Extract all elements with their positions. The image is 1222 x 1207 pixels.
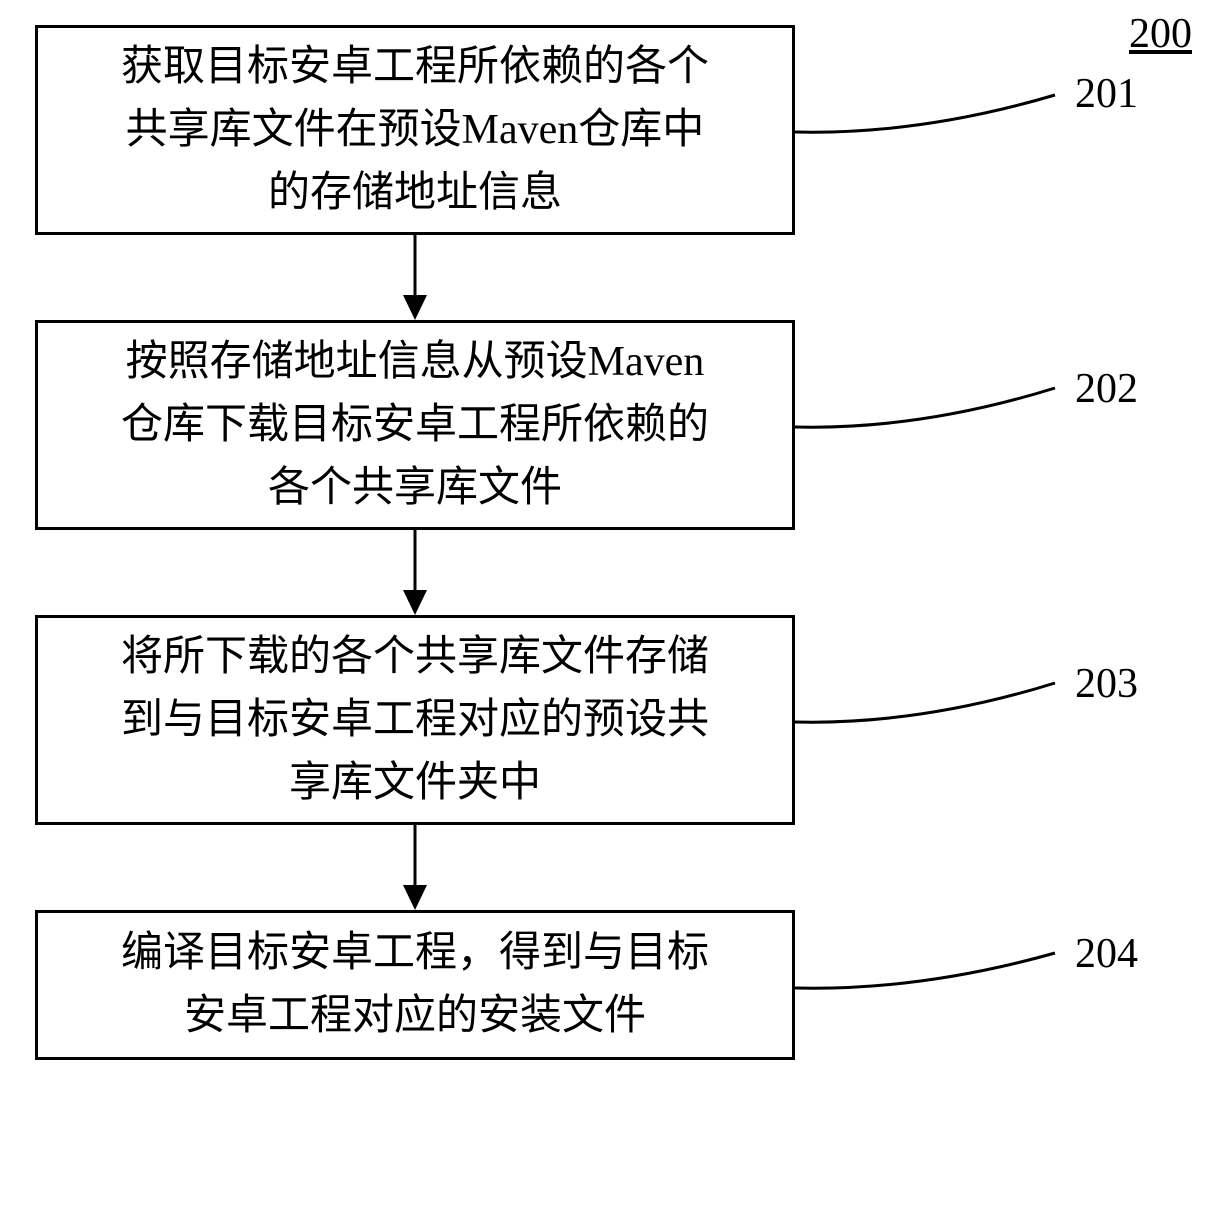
step-text-202: 按照存储地址信息从预设Maven 仓库下载目标安卓工程所依赖的 各个共享库文件 [121, 331, 709, 520]
step-box-202: 按照存储地址信息从预设Maven 仓库下载目标安卓工程所依赖的 各个共享库文件 [35, 320, 795, 530]
step-label-202: 202 [1075, 365, 1138, 413]
step-text-204: 编译目标安卓工程，得到与目标 安卓工程对应的安装文件 [121, 922, 709, 1048]
step-label-201: 201 [1075, 70, 1138, 118]
step-box-203: 将所下载的各个共享库文件存储 到与目标安卓工程对应的预设共 享库文件夹中 [35, 615, 795, 825]
step-label-204: 204 [1075, 930, 1138, 978]
arrow-201-to-202 [395, 235, 435, 320]
arrow-202-to-203 [395, 530, 435, 615]
arrow-203-to-204 [395, 825, 435, 910]
step-box-201: 获取目标安卓工程所依赖的各个 共享库文件在预设Maven仓库中 的存储地址信息 [35, 25, 795, 235]
step-label-203: 203 [1075, 660, 1138, 708]
flowchart-diagram: 200 获取目标安卓工程所依赖的各个 共享库文件在预设Maven仓库中 的存储地… [0, 0, 1222, 1207]
step-box-204: 编译目标安卓工程，得到与目标 安卓工程对应的安装文件 [35, 910, 795, 1060]
step-text-203: 将所下载的各个共享库文件存储 到与目标安卓工程对应的预设共 享库文件夹中 [121, 626, 709, 815]
diagram-number: 200 [1129, 10, 1192, 58]
step-text-201: 获取目标安卓工程所依赖的各个 共享库文件在预设Maven仓库中 的存储地址信息 [121, 36, 709, 225]
